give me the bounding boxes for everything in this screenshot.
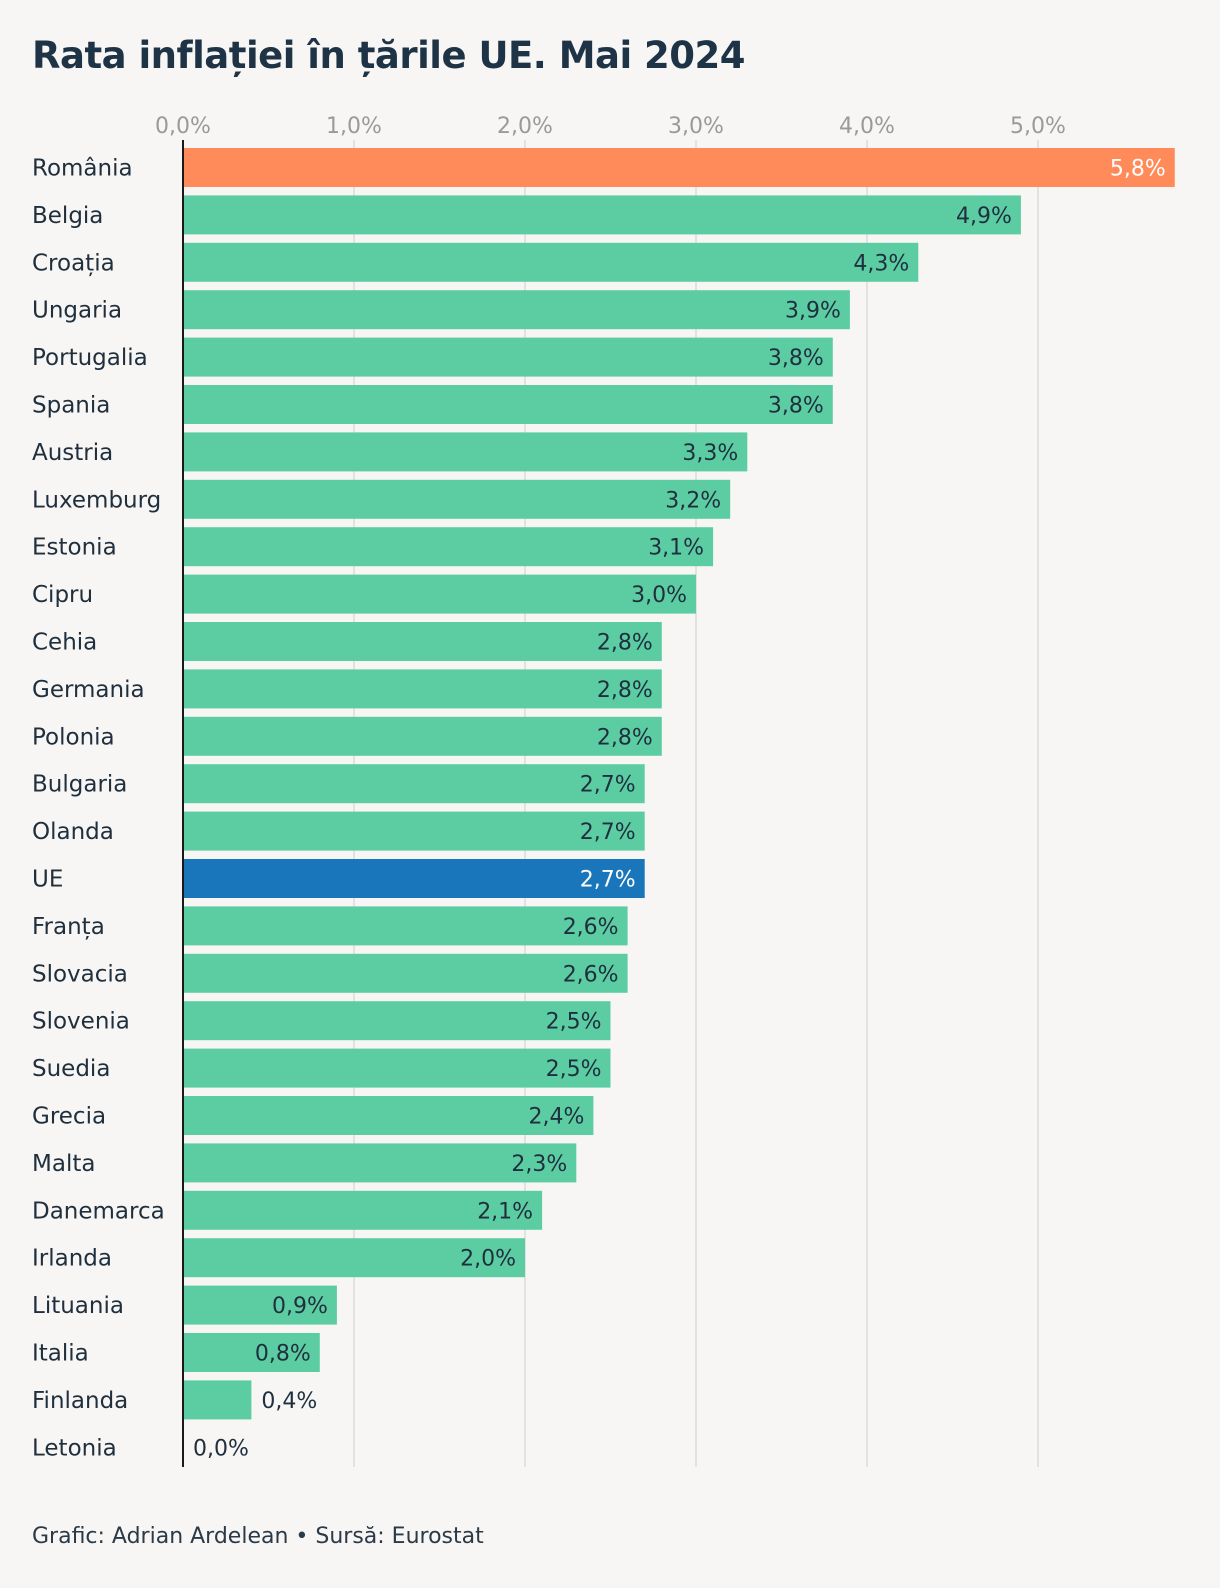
category-label: România [32, 156, 133, 182]
bar-danemarca [183, 1190, 543, 1230]
category-label: Cehia [32, 630, 97, 656]
value-label: 3,3% [682, 441, 738, 466]
bar-polonia [183, 716, 662, 756]
bars-layer [183, 148, 1175, 1420]
bar-românia [183, 148, 1175, 187]
value-labels: 5,8% 4,9% 4,3% 3,9% 3,8% 3,8% 3,3% 3,2% 3,1% 3,0%… [193, 157, 1166, 1462]
category-label: Franța [32, 914, 105, 940]
value-label: 2,0% [460, 1247, 516, 1272]
value-label: 2,6% [563, 915, 619, 940]
category-label: Olanda [32, 819, 114, 845]
x-tick-label: 1,0% [326, 114, 382, 139]
bar-slovenia [183, 1001, 611, 1041]
bar-chart: 0,0% 1,0% 2,0% 3,0% 4,0% 5,0% România Belgia Cr… [32, 114, 1175, 1467]
bar-portugalia [183, 337, 833, 377]
category-label: Finlanda [32, 1388, 128, 1414]
category-label: Italia [32, 1341, 89, 1367]
value-label: 0,8% [255, 1342, 311, 1367]
bar-cipru [183, 574, 696, 614]
value-label: 5,8% [1110, 157, 1166, 182]
category-label: Malta [32, 1151, 95, 1177]
value-label: 2,8% [597, 678, 653, 703]
category-label: Slovacia [32, 961, 128, 987]
x-tick-label: 3,0% [668, 114, 724, 139]
bar-estonia [183, 527, 714, 567]
value-label: 2,8% [597, 725, 653, 750]
category-label: Letonia [32, 1435, 117, 1461]
category-label: Lituania [32, 1293, 124, 1319]
category-label: Austria [32, 440, 113, 466]
x-tick-label: 4,0% [839, 114, 895, 139]
category-labels: România Belgia Croația Ungaria Portugalia Spa… [32, 156, 165, 1462]
bar-olanda [183, 811, 645, 851]
chart-title: Rata inflației în țările UE. Mai 2024 [32, 34, 746, 77]
value-label: 4,9% [956, 204, 1012, 229]
value-label: 2,8% [597, 631, 653, 656]
bar-belgia [183, 195, 1021, 235]
category-label: Grecia [32, 1104, 106, 1130]
category-label: Luxemburg [32, 487, 161, 513]
value-label: 0,4% [261, 1389, 317, 1414]
category-label: Danemarca [32, 1198, 165, 1224]
value-label: 2,7% [580, 773, 636, 798]
category-label: Ungaria [32, 298, 122, 324]
bar-malta [183, 1143, 577, 1183]
value-label: 0,9% [272, 1294, 328, 1319]
category-label: Polonia [32, 724, 115, 750]
category-label: Belgia [32, 203, 103, 229]
category-label: Irlanda [32, 1246, 112, 1272]
value-label: 3,8% [768, 346, 824, 371]
category-label: UE [32, 867, 63, 893]
bar-suedia [183, 1048, 611, 1088]
bar-spania [183, 385, 833, 424]
bar-finlanda [183, 1380, 252, 1420]
category-label: Spania [32, 393, 110, 419]
bar-franța [183, 906, 628, 946]
bar-cehia [183, 622, 662, 661]
value-label: 3,0% [631, 583, 687, 608]
x-axis-ticks: 0,0% 1,0% 2,0% 3,0% 4,0% 5,0% [155, 114, 1066, 139]
bar-grecia [183, 1096, 594, 1135]
bar-lituania [183, 1285, 337, 1325]
bar-ue [183, 859, 645, 898]
value-label: 2,4% [528, 1105, 584, 1130]
value-label: 2,6% [563, 962, 619, 987]
x-tick-label: 2,0% [497, 114, 553, 139]
source-credit: Grafic: Adrian Ardelean • Sursă: Eurosta… [32, 1524, 484, 1549]
value-label: 3,2% [665, 488, 721, 513]
value-label: 3,9% [785, 299, 841, 324]
value-label: 4,3% [853, 251, 909, 276]
category-label: Estonia [32, 535, 117, 561]
bar-irlanda [183, 1238, 525, 1278]
value-label: 0,0% [193, 1436, 249, 1461]
value-label: 2,3% [511, 1152, 567, 1177]
category-label: Croația [32, 250, 115, 276]
bar-austria [183, 432, 748, 472]
value-label: 2,5% [546, 1057, 602, 1082]
bar-germania [183, 669, 662, 709]
value-label: 3,8% [768, 394, 824, 419]
bar-bulgaria [183, 764, 645, 804]
category-label: Germania [32, 677, 145, 703]
bar-luxemburg [183, 479, 731, 519]
category-label: Slovenia [32, 1009, 130, 1035]
value-label: 2,7% [580, 868, 636, 893]
value-label: 3,1% [648, 536, 704, 561]
category-label: Portugalia [32, 345, 148, 371]
value-label: 2,1% [477, 1199, 533, 1224]
category-label: Cipru [32, 582, 93, 608]
bar-slovacia [183, 953, 628, 993]
value-label: 2,5% [546, 1010, 602, 1035]
category-label: Suedia [32, 1056, 110, 1082]
bar-croația [183, 242, 919, 282]
bar-ungaria [183, 290, 850, 330]
category-label: Bulgaria [32, 772, 127, 798]
x-tick-label: 0,0% [155, 114, 211, 139]
x-tick-label: 5,0% [1010, 114, 1066, 139]
bar-italia [183, 1333, 320, 1372]
value-label: 2,7% [580, 820, 636, 845]
